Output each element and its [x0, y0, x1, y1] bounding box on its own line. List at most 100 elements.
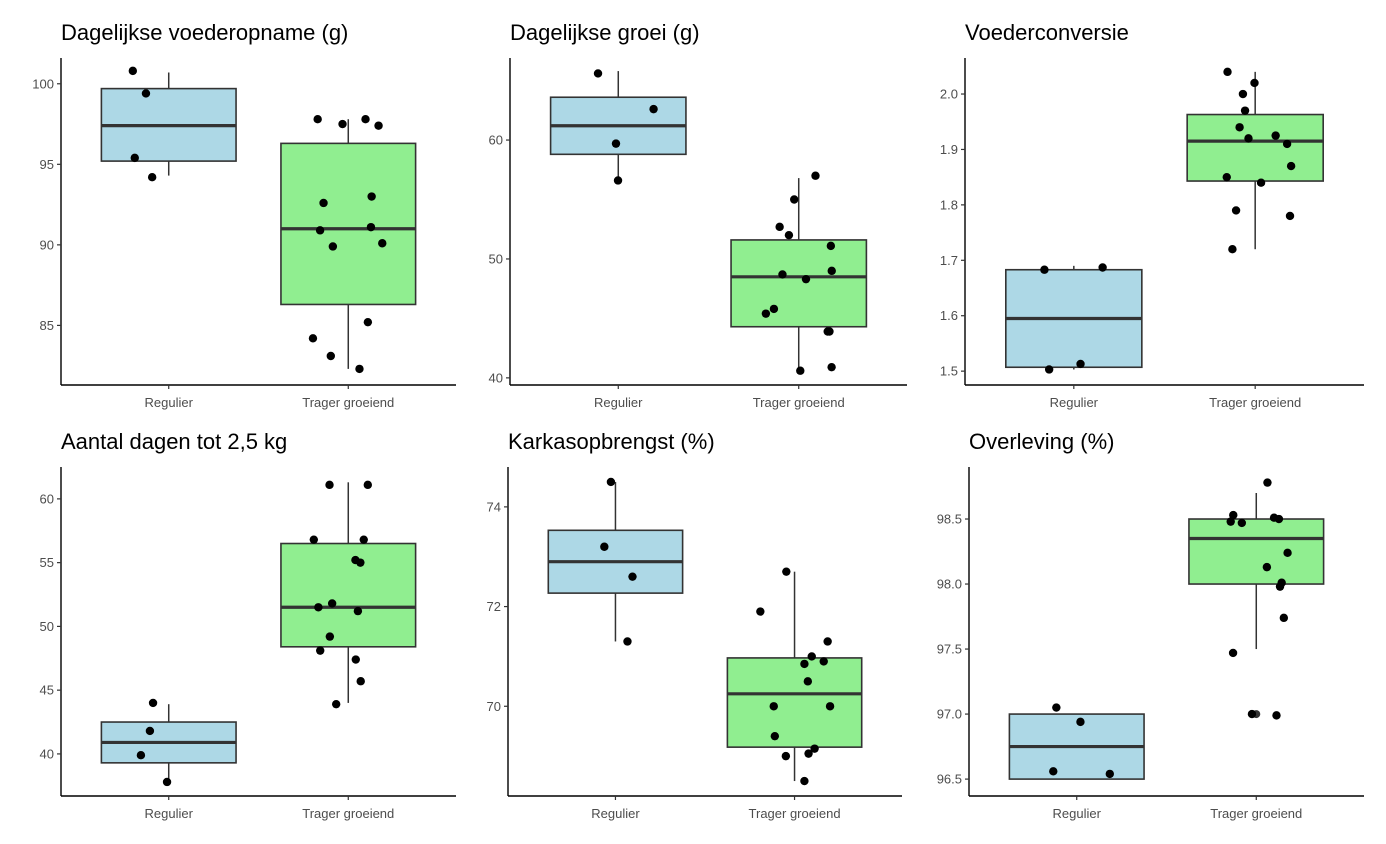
- y-tick-label: 40: [489, 370, 503, 385]
- data-point: [801, 274, 811, 284]
- data-point: [781, 751, 791, 761]
- data-point: [128, 66, 138, 76]
- data-point: [770, 731, 780, 741]
- box-regulier: [547, 481, 684, 642]
- y-tick-label: 95: [40, 157, 54, 172]
- data-point: [1269, 513, 1279, 522]
- data-point: [130, 153, 139, 163]
- data-point: [819, 657, 828, 666]
- data-point: [1228, 245, 1237, 254]
- box-trager-groeiend: [280, 119, 417, 369]
- data-point: [1256, 178, 1266, 187]
- data-point: [327, 599, 337, 608]
- x-tick-label: Regulier: [594, 395, 643, 410]
- data-point: [136, 750, 146, 760]
- data-point: [356, 677, 365, 686]
- x-tick-label: Regulier: [1053, 806, 1102, 821]
- y-tick-label: 85: [40, 318, 54, 333]
- box-iqr: [730, 239, 868, 328]
- box-trager-groeiend: [1188, 493, 1325, 719]
- box-iqr: [280, 542, 417, 648]
- data-point: [1283, 548, 1292, 558]
- x-tick-label: Trager groeiend: [302, 395, 394, 410]
- data-point: [363, 317, 373, 327]
- box-iqr: [280, 142, 417, 306]
- box-trager-groeiend: [280, 482, 417, 703]
- data-point: [313, 115, 322, 124]
- box-regulier: [1005, 265, 1143, 370]
- y-tick-label: 1.7: [940, 253, 958, 268]
- panel-3: Voederconversie 1.5 1.6 1.7 1.8 1.9 2.0 Regulie…: [940, 20, 1364, 410]
- data-point: [326, 351, 336, 361]
- y-tick-label: 45: [40, 683, 54, 698]
- data-point: [613, 176, 623, 185]
- box-regulier: [100, 704, 237, 780]
- data-point: [623, 637, 632, 646]
- data-point: [353, 606, 363, 616]
- data-point: [308, 334, 318, 343]
- box-trager-groeiend: [726, 571, 863, 782]
- data-point: [1229, 510, 1238, 520]
- data-point: [761, 309, 771, 318]
- y-tick-label: 60: [40, 491, 54, 506]
- data-point: [810, 744, 819, 753]
- box-regulier: [100, 72, 237, 176]
- panel-1: Dagelijkse voederopname (g) 85 90 95 100 Regu…: [32, 20, 456, 410]
- data-point: [1226, 517, 1235, 526]
- data-point: [827, 266, 836, 276]
- data-point: [325, 480, 334, 490]
- data-point: [1231, 206, 1241, 215]
- data-point: [1238, 89, 1248, 99]
- data-point: [338, 119, 347, 129]
- data-point: [315, 226, 325, 235]
- panel-title: Aantal dagen tot 2,5 kg: [61, 429, 287, 454]
- data-point: [1275, 582, 1285, 591]
- data-point: [827, 362, 836, 372]
- y-tick-label: 98.0: [937, 577, 962, 592]
- data-point: [331, 699, 341, 709]
- data-point: [355, 364, 364, 374]
- data-point: [628, 572, 637, 581]
- data-point: [378, 239, 387, 248]
- data-point: [825, 327, 834, 336]
- data-point: [316, 646, 325, 655]
- data-point: [1040, 265, 1049, 274]
- y-tick-label: 90: [40, 237, 54, 252]
- box-regulier: [549, 71, 687, 180]
- data-point: [359, 535, 368, 544]
- box-regulier: [1008, 713, 1145, 780]
- data-point: [593, 69, 603, 78]
- x-tick-label: Trager groeiend: [302, 806, 394, 821]
- data-point: [1105, 769, 1114, 779]
- panel-6: Overleving (%) 96.5 97.0 97.5 98.0 98.5 Reguli…: [937, 429, 1364, 821]
- data-point: [823, 637, 832, 646]
- panel-4: Aantal dagen tot 2,5 kg 40 45 50 55 60 Regulie…: [40, 429, 456, 821]
- data-point: [319, 198, 328, 208]
- y-tick-label: 1.6: [940, 308, 958, 323]
- data-point: [826, 241, 836, 251]
- data-point: [148, 698, 158, 708]
- y-tick-label: 55: [40, 555, 54, 570]
- data-point: [1237, 518, 1247, 528]
- y-tick-label: 1.9: [940, 142, 958, 157]
- data-point: [600, 542, 609, 551]
- data-point: [1282, 139, 1292, 149]
- data-point: [325, 632, 335, 641]
- data-point: [800, 776, 809, 786]
- data-point: [825, 702, 835, 711]
- data-point: [309, 535, 319, 544]
- data-point: [756, 607, 765, 616]
- data-point: [782, 567, 791, 576]
- box-iqr: [1186, 113, 1324, 182]
- panel-title: Dagelijkse groei (g): [510, 20, 700, 45]
- data-point: [796, 366, 805, 375]
- x-tick-label: Regulier: [145, 395, 194, 410]
- data-point: [1049, 767, 1058, 776]
- y-tick-label: 98.5: [937, 512, 962, 527]
- data-point: [351, 655, 360, 664]
- y-tick-label: 60: [489, 133, 503, 148]
- data-point: [1098, 263, 1107, 272]
- data-point: [1247, 709, 1257, 719]
- data-point: [328, 242, 338, 251]
- data-point: [1286, 161, 1296, 171]
